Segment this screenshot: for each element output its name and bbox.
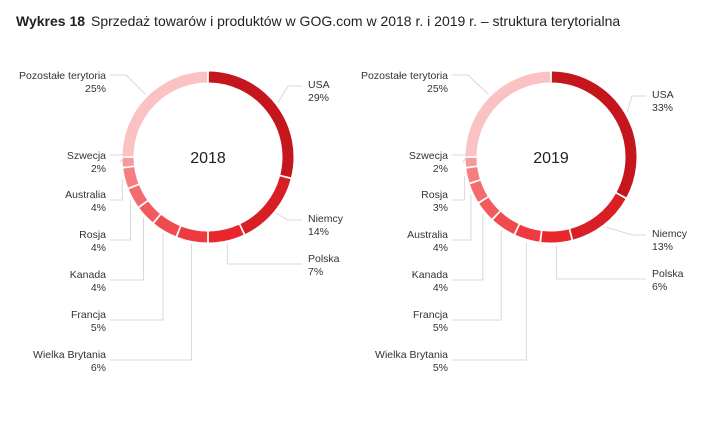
leader-line (452, 74, 489, 95)
slice-label: Szwecja (409, 150, 448, 162)
slice-label: Polska (652, 268, 684, 280)
slice-value-label: 4% (91, 282, 106, 294)
slice-value-label: 6% (652, 281, 667, 293)
leader-line (626, 95, 646, 113)
donut-segment-1-9 (465, 71, 551, 157)
slice-value-label: 33% (652, 102, 673, 114)
donut-segment-0-5 (139, 201, 160, 223)
leader-line (452, 176, 466, 201)
slice-label: Szwecja (67, 150, 106, 162)
leader-line (110, 179, 123, 201)
slice-value-label: 2% (91, 163, 106, 175)
slice-label: Pozostałe terytoria (19, 70, 106, 82)
donut-segment-0-7 (123, 167, 139, 188)
donut-segment-0-4 (154, 214, 180, 237)
slice-label: Wielka Brytania (33, 349, 106, 361)
leader-line (556, 245, 646, 280)
donut-segment-0-9 (122, 71, 208, 157)
donut-segment-0-1 (240, 176, 291, 234)
slice-value-label: 4% (91, 202, 106, 214)
slice-label: Francja (71, 309, 106, 321)
center-year-label: 2019 (533, 150, 569, 167)
leader-line (110, 243, 192, 361)
leader-line (110, 233, 164, 321)
slice-label: Polska (308, 253, 340, 265)
slice-value-label: 3% (433, 202, 448, 214)
donut-segment-1-7 (466, 167, 480, 183)
slice-value-label: 14% (308, 226, 329, 238)
leader-line (275, 212, 302, 221)
slice-label: Rosja (421, 189, 448, 201)
leader-line (452, 213, 484, 281)
leader-line (452, 154, 469, 163)
leader-line (110, 199, 131, 241)
slice-label: Australia (65, 189, 106, 201)
leader-line (452, 194, 472, 241)
leader-line (452, 230, 502, 321)
slice-label: Rosja (79, 229, 106, 241)
leader-line (226, 243, 302, 265)
leader-line (110, 217, 144, 281)
chart-title: Wykres 18 Sprzedaż towarów i produktów w … (16, 13, 620, 29)
donut-segment-1-3 (515, 224, 542, 242)
slice-value-label: 7% (308, 266, 323, 278)
slice-value-label: 29% (308, 92, 329, 104)
slice-value-label: 4% (433, 282, 448, 294)
slice-label: Niemcy (652, 228, 688, 240)
donut-segment-1-5 (479, 197, 500, 219)
slice-value-label: 2% (433, 163, 448, 175)
slice-label: USA (308, 79, 330, 91)
leader-line (277, 85, 302, 104)
slice-value-label: 25% (427, 83, 448, 95)
slice-value-label: 6% (91, 362, 106, 374)
center-year-label: 2018 (190, 150, 226, 167)
donut-segment-0-6 (128, 185, 148, 207)
donut-segment-0-2 (208, 224, 244, 243)
figure-caption: Sprzedaż towarów i produktów w GOG.com w… (91, 13, 621, 29)
leader-line (110, 74, 146, 95)
donut-segment-1-0 (551, 71, 637, 198)
slice-label: Wielka Brytania (375, 349, 448, 361)
slice-label: Niemcy (308, 213, 344, 225)
slice-label: Kanada (70, 269, 106, 281)
leader-line (452, 241, 527, 361)
slice-value-label: 5% (433, 322, 448, 334)
slice-label: Pozostałe terytoria (361, 70, 448, 82)
slice-value-label: 5% (91, 322, 106, 334)
donut-segment-0-3 (177, 226, 208, 243)
slice-label: Kanada (412, 269, 448, 281)
donut-segment-1-2 (541, 229, 572, 243)
slice-value-label: 5% (433, 362, 448, 374)
donut-segment-0-0 (208, 71, 294, 178)
donut-segment-1-8 (465, 157, 477, 167)
slice-value-label: 4% (433, 242, 448, 254)
slice-value-label: 13% (652, 241, 673, 253)
leader-line (605, 226, 646, 236)
donut-segment-1-4 (493, 211, 519, 234)
slice-label: Francja (413, 309, 448, 321)
donut-segment-1-6 (469, 180, 488, 203)
slice-label: Australia (407, 229, 448, 241)
donut-segment-0-8 (122, 157, 134, 167)
slice-value-label: 4% (91, 242, 106, 254)
slice-value-label: 25% (85, 83, 106, 95)
slice-label: USA (652, 89, 674, 101)
figure-number: Wykres 18 (16, 13, 86, 29)
donut-segment-1-1 (570, 193, 626, 240)
